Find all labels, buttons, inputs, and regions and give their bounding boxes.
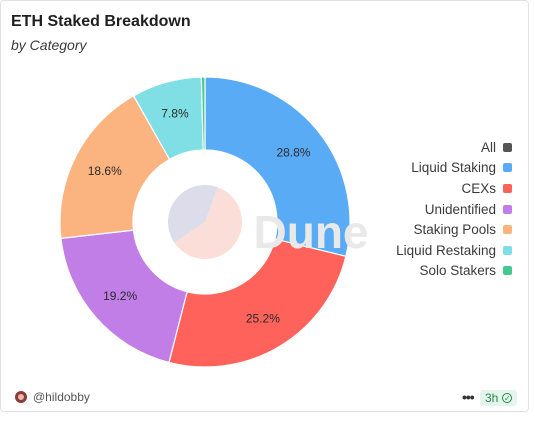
legend-item[interactable]: Unidentified <box>396 199 512 220</box>
legend-label: Unidentified <box>424 201 496 217</box>
inner-pie-slice <box>174 187 242 259</box>
slice-label: 7.8% <box>161 107 189 121</box>
dune-watermark: Dune <box>254 206 369 258</box>
slice-label: 25.2% <box>246 311 280 325</box>
legend-swatch <box>503 245 512 255</box>
donut-slice[interactable] <box>200 76 206 151</box>
chart-card: ETH Staked Breakdown by Category Dune 28… <box>0 0 529 412</box>
legend-label: CEXs <box>461 180 496 196</box>
legend-swatch <box>503 142 512 152</box>
legend-item[interactable]: Solo Stakers <box>396 261 512 282</box>
legend-label: Liquid Restaking <box>396 242 496 258</box>
legend-label: Liquid Staking <box>411 160 496 176</box>
donut-slice[interactable] <box>60 229 188 364</box>
slice-label: 18.6% <box>88 164 122 178</box>
legend-label: Staking Pools <box>413 222 496 238</box>
chart-title: ETH Staked Breakdown <box>11 13 191 30</box>
legend-item[interactable]: CEXs <box>396 178 512 199</box>
author-handle: @hildobby <box>33 390 90 404</box>
donut-slice[interactable] <box>59 95 171 240</box>
check-circle-icon: ✓ <box>502 393 513 403</box>
legend-item[interactable]: Liquid Staking <box>396 158 512 179</box>
legend-swatch <box>503 163 512 173</box>
legend-swatch <box>503 266 512 276</box>
chart-legend: All Liquid Staking CEXs Unidentified Staking… <box>396 137 512 281</box>
refresh-age: 3h <box>485 391 499 405</box>
inner-pie-slice <box>168 184 218 243</box>
legend-item[interactable]: Staking Pools <box>396 219 512 240</box>
avatar <box>15 391 27 403</box>
refresh-badge[interactable]: 3h ✓ <box>480 390 518 406</box>
donut-slice[interactable] <box>168 238 347 368</box>
legend-swatch <box>503 225 512 235</box>
legend-label: Solo Stakers <box>419 263 496 279</box>
more-options-icon[interactable]: ••• <box>462 389 475 405</box>
slice-label: 19.2% <box>103 289 137 303</box>
chart-subtitle: by Category <box>11 37 87 53</box>
slice-label: 28.8% <box>276 145 310 159</box>
legend-swatch <box>503 204 512 214</box>
legend-item[interactable]: All <box>396 137 512 158</box>
legend-label: All <box>480 139 496 155</box>
author[interactable]: @hildobby <box>15 390 90 404</box>
legend-swatch <box>503 183 512 193</box>
donut-slice[interactable] <box>204 76 351 258</box>
legend-item[interactable]: Liquid Restaking <box>396 240 512 261</box>
